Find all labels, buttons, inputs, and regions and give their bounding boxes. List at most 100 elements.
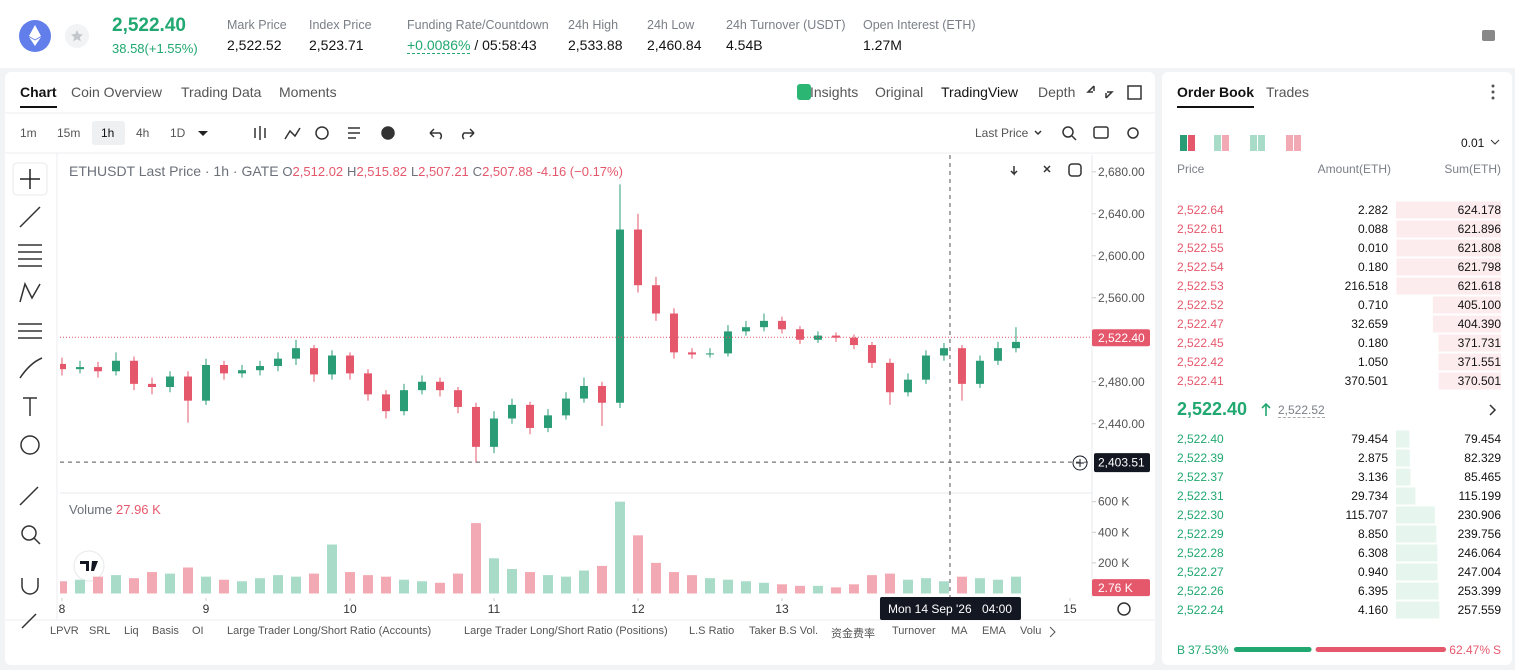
order-sum: 621.798 (1457, 260, 1501, 274)
order-price[interactable]: 2,522.64 (1177, 203, 1224, 217)
interval[interactable]: 15m (57, 126, 81, 140)
tv-glyph (80, 561, 98, 571)
sell-ratio: 62.47% (1449, 643, 1490, 657)
order-price[interactable]: 2,522.29 (1177, 527, 1224, 541)
order-amount: 216.518 (1344, 279, 1388, 293)
x-tick-label: 9 (203, 602, 210, 616)
candle-body (345, 355, 354, 374)
indicator[interactable]: SRL (89, 625, 111, 637)
chart-title: ETHUSDT Last Price · 1h · GATE (69, 163, 279, 179)
volume-bar (650, 562, 661, 594)
toolbar-icons (18, 85, 1142, 629)
order-price[interactable]: 2,522.30 (1177, 508, 1224, 522)
order-price[interactable]: 2,522.24 (1177, 603, 1224, 617)
stat-label: Funding Rate/Countdown (407, 18, 549, 32)
candle-body (309, 348, 318, 375)
order-price[interactable]: 2,522.31 (1177, 489, 1224, 503)
order-price[interactable]: 2,522.26 (1177, 584, 1224, 598)
view-tab[interactable]: Insights (810, 84, 859, 100)
precision[interactable]: 0.01 (1461, 136, 1485, 150)
indicator[interactable]: Volu (1020, 625, 1042, 637)
order-price[interactable]: 2,522.54 (1177, 260, 1224, 274)
volume-bar (218, 579, 229, 594)
indicator[interactable]: Liq (124, 625, 139, 637)
order-price[interactable]: 2,522.40 (1177, 432, 1224, 446)
interval[interactable]: 1h (101, 126, 115, 140)
order-price[interactable]: 2,522.53 (1177, 279, 1224, 293)
order-amount: 6.308 (1357, 546, 1388, 560)
notes-icon[interactable] (1482, 30, 1495, 41)
indicator[interactable]: LPVR (50, 625, 79, 637)
order-price[interactable]: 2,522.52 (1177, 298, 1224, 312)
indicator[interactable]: 资金费率 (831, 628, 875, 640)
order-amount: 0.710 (1357, 298, 1388, 312)
interval[interactable]: 4h (136, 126, 150, 140)
x-tick-label: 11 (488, 602, 501, 616)
chevron[interactable] (1489, 404, 1497, 416)
candle-body (201, 364, 210, 401)
volume-bar (452, 573, 463, 594)
indicator[interactable]: EMA (982, 625, 1006, 637)
candle-body (543, 415, 552, 428)
view-tab[interactable]: Depth (1038, 84, 1076, 100)
price-source[interactable]: Last Price (975, 126, 1029, 140)
indicator[interactable]: MA (951, 625, 968, 637)
order-price[interactable]: 2,522.39 (1177, 451, 1224, 465)
candle-body (759, 320, 768, 328)
indicator[interactable]: Turnover (892, 625, 936, 637)
order-price[interactable]: 2,522.28 (1177, 546, 1224, 560)
order-price[interactable]: 2,522.45 (1177, 336, 1224, 350)
orderbook-tab[interactable]: Order Book (1177, 84, 1255, 108)
volume-bar (272, 575, 283, 594)
order-price[interactable]: 2,522.37 (1177, 470, 1224, 484)
view-tab[interactable]: Original (875, 84, 924, 100)
order-price[interactable]: 2,522.61 (1177, 222, 1224, 236)
view-tab[interactable]: TradingView (941, 84, 1019, 100)
indicator[interactable]: OI (192, 625, 204, 637)
volume-bar (380, 576, 391, 594)
order-sum: 405.100 (1457, 298, 1501, 312)
candle-body (975, 360, 984, 384)
indicator[interactable]: Taker B.S Vol. (749, 625, 819, 637)
order-price[interactable]: 2,522.55 (1177, 241, 1224, 255)
dropdown-arrow[interactable] (198, 131, 208, 136)
col-header: Price (1177, 162, 1205, 176)
candle-body (633, 229, 642, 286)
last-price-box (1092, 329, 1150, 347)
chart-tab[interactable]: Moments (279, 84, 337, 100)
more-icons[interactable] (1491, 84, 1495, 100)
order-price[interactable]: 2,522.42 (1177, 355, 1224, 369)
candle-body (741, 327, 750, 332)
interval[interactable]: 1D (170, 126, 186, 140)
tool-selected[interactable] (12, 162, 48, 196)
stat-value-text: 2,460.84 (647, 37, 702, 53)
chart-tab[interactable]: Coin Overview (71, 84, 163, 100)
indicator[interactable]: L.S Ratio (689, 625, 735, 637)
order-price[interactable]: 2,522.47 (1177, 317, 1224, 331)
stat-value: 4.54B (726, 37, 763, 53)
candle-body (993, 348, 1002, 361)
settings-icon[interactable] (1117, 602, 1131, 616)
indicator[interactable]: Large Trader Long/Short Ratio (Positions… (464, 625, 668, 637)
eth-glyph (29, 25, 41, 46)
order-price[interactable]: 2,522.41 (1177, 374, 1224, 388)
order-sum: 621.808 (1457, 241, 1501, 255)
candle-body (489, 418, 498, 447)
order-sum: 239.756 (1457, 527, 1501, 541)
candle-body (813, 335, 822, 340)
candle-body (291, 348, 300, 359)
indicator[interactable]: Basis (152, 625, 179, 637)
chart-tab[interactable]: Trading Data (181, 84, 262, 100)
chart-tab[interactable]: Chart (20, 84, 57, 108)
orderbook-tab[interactable]: Trades (1266, 84, 1310, 100)
y-tick-label: 2,560.00 (1098, 291, 1145, 305)
interval[interactable]: 1m (20, 126, 37, 140)
volume-bar (596, 565, 607, 594)
indicator[interactable]: Large Trader Long/Short Ratio (Accounts) (227, 625, 432, 637)
stat-value-text: 2,533.88 (568, 37, 623, 53)
scroll-right[interactable] (1049, 626, 1056, 638)
precision-arrow[interactable] (1490, 139, 1500, 145)
volume-bar (920, 578, 931, 594)
order-price[interactable]: 2,522.27 (1177, 565, 1224, 579)
